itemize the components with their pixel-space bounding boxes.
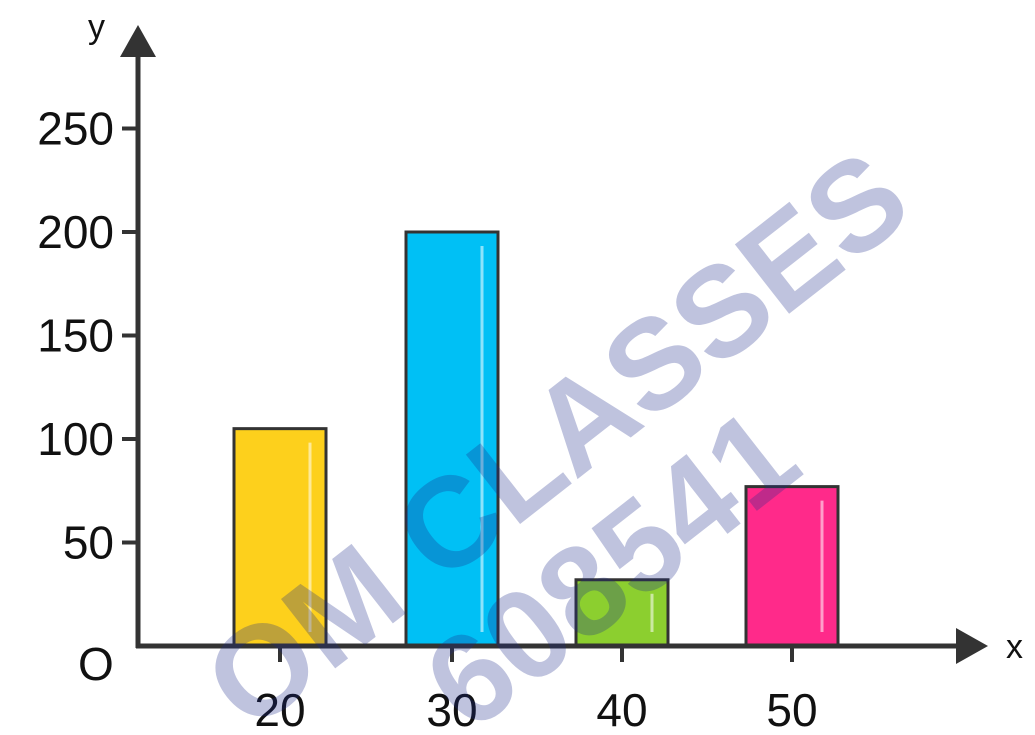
y-tick-label: 250	[37, 103, 114, 155]
x-ticks-group: 20 30 40 50	[254, 646, 818, 735]
origin-label: O	[78, 638, 114, 690]
y-axis-label: y	[88, 8, 105, 46]
y-axis-arrow-icon	[120, 25, 156, 57]
y-tick-label: 150	[37, 310, 114, 362]
x-axis-label: x	[1006, 628, 1023, 666]
x-tick-label: 30	[426, 684, 477, 735]
x-tick-label: 50	[766, 684, 817, 735]
y-tick-label: 50	[63, 517, 114, 569]
y-tick-label: 200	[37, 206, 114, 258]
x-tick-label: 40	[596, 684, 647, 735]
bars-group	[232, 230, 840, 648]
y-tick-label: 100	[37, 413, 114, 465]
y-ticks-group: 50 100 150 200 250	[37, 103, 138, 569]
x-axis-arrow-icon	[956, 628, 988, 664]
x-tick-label: 20	[254, 684, 305, 735]
